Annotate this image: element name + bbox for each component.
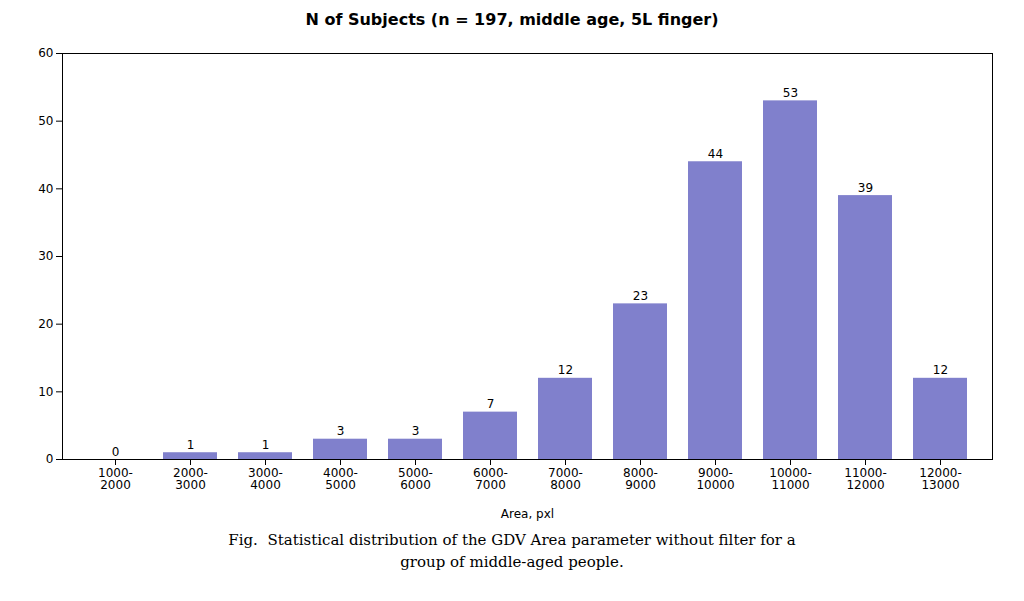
svg-text:5000-6000: 5000-6000 — [398, 466, 433, 492]
svg-text:44: 44 — [708, 147, 723, 161]
html-text:group of middle-aged people.: group of middle-aged people. — [400, 553, 624, 571]
html-text:Fig. Statistical distribution: Fig. Statistical distribution of the GDV… — [228, 531, 796, 549]
svg-text:20: 20 — [38, 317, 53, 331]
svg-text:60: 60 — [38, 46, 53, 60]
html-text:N of Subjects (n = 197, middle: N of Subjects (n = 197, middle age, 5L f… — [305, 10, 719, 29]
svg-text:12000-13000: 12000-13000 — [919, 466, 962, 492]
svg-text:10000-11000: 10000-11000 — [769, 466, 812, 492]
svg-text:30: 30 — [38, 249, 53, 263]
svg-text:2000-3000: 2000-3000 — [173, 466, 208, 492]
svg-text:11000-12000: 11000-12000 — [844, 466, 887, 492]
svg-text:7: 7 — [487, 397, 495, 411]
svg-text:1000-2000: 1000-2000 — [98, 466, 133, 492]
svg-text:40: 40 — [38, 182, 53, 196]
svg-text:3: 3 — [412, 424, 420, 438]
svg-text:12: 12 — [558, 363, 573, 377]
svg-text:3000-4000: 3000-4000 — [248, 466, 283, 492]
svg-text:7000-8000: 7000-8000 — [548, 466, 583, 492]
svg-text:0: 0 — [112, 445, 120, 459]
svg-text:Area, pxl: Area, pxl — [501, 507, 554, 521]
svg-text:50: 50 — [38, 114, 53, 128]
svg-text:23: 23 — [633, 289, 648, 303]
svg-text:8000-9000: 8000-9000 — [623, 466, 658, 492]
svg-text:53: 53 — [783, 86, 798, 100]
svg-text:1: 1 — [187, 438, 195, 452]
svg-text:3: 3 — [337, 424, 345, 438]
svg-text:39: 39 — [858, 181, 873, 195]
svg-text:4000-5000: 4000-5000 — [323, 466, 358, 492]
svg-text:0: 0 — [46, 452, 54, 466]
svg-text:9000-10000: 9000-10000 — [696, 466, 734, 492]
svg-text:10: 10 — [38, 385, 53, 399]
svg-text:6000-7000: 6000-7000 — [473, 466, 508, 492]
svg-text:12: 12 — [933, 363, 948, 377]
svg-text:1: 1 — [262, 438, 270, 452]
